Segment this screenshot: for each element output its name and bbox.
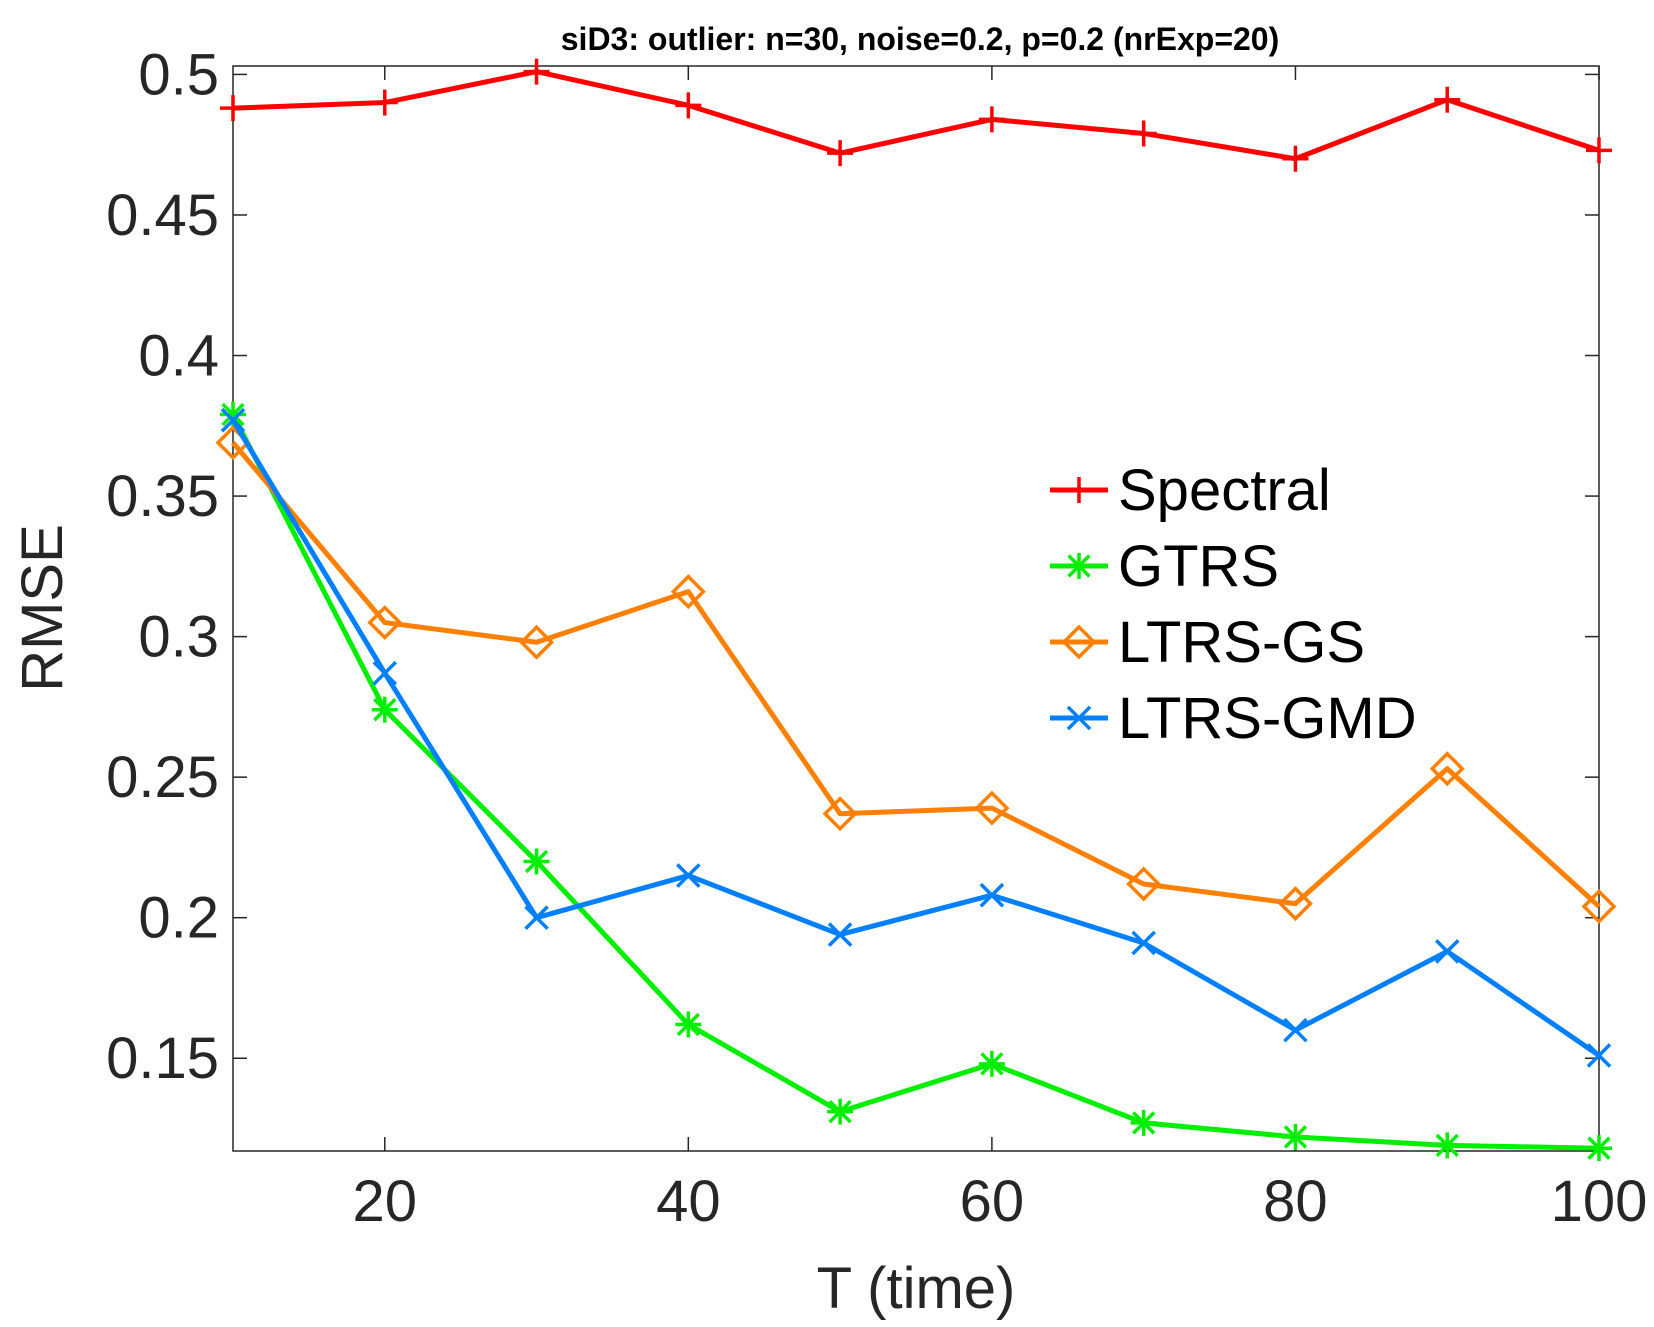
data-point-gtrs xyxy=(1282,1123,1309,1150)
y-tick-label: 0.4 xyxy=(138,324,219,389)
data-point-ltrs-gs xyxy=(519,624,555,660)
legend-label: LTRS-GMD xyxy=(1118,686,1417,751)
data-point-spectral xyxy=(1282,145,1309,172)
data-point-ltrs-gmd xyxy=(1283,1017,1308,1043)
series-line-spectral xyxy=(232,69,1600,162)
y-tick-label: 0.15 xyxy=(106,1026,219,1091)
data-point-gtrs xyxy=(675,1011,702,1038)
data-point-ltrs-gs xyxy=(1429,751,1465,787)
x-tick-label: 80 xyxy=(1263,1169,1328,1234)
series-ltrs-gmd xyxy=(220,407,1612,1068)
legend: Spectral GTRS LTRS-GS LTRS-GMD xyxy=(1050,458,1417,751)
data-point-gtrs xyxy=(978,1050,1005,1077)
data-point-ltrs-gmd xyxy=(1434,939,1460,964)
data-point-spectral xyxy=(1434,86,1461,113)
data-point-ltrs-gs xyxy=(822,796,858,832)
series-line-ltrs-gmd xyxy=(230,418,1601,1058)
y-axis: 0.15 0.2 0.25 0.3 0.35 0.4 0.45 0.5 xyxy=(106,42,1599,1091)
legend-entry-ltrs-gmd: LTRS-GMD xyxy=(1050,686,1417,751)
data-point-spectral xyxy=(827,140,854,167)
y-tick-label: 0.5 xyxy=(138,42,219,107)
data-point-ltrs-gs xyxy=(1277,886,1313,922)
data-point-ltrs-gs xyxy=(974,790,1010,826)
y-tick-label: 0.35 xyxy=(106,464,219,529)
legend-entry-spectral: Spectral xyxy=(1050,458,1331,523)
x-tick-label: 40 xyxy=(656,1169,721,1234)
data-point-ltrs-gmd xyxy=(676,863,701,888)
data-point-ltrs-gs xyxy=(367,605,403,641)
data-point-gtrs xyxy=(827,1098,854,1125)
x-tick-label: 20 xyxy=(353,1169,418,1234)
legend-label: LTRS-GS xyxy=(1118,610,1365,675)
legend-marker xyxy=(1066,477,1092,503)
legend-entry-ltrs-gs: LTRS-GS xyxy=(1050,610,1365,675)
data-point-ltrs-gmd xyxy=(372,660,398,686)
data-point-ltrs-gmd xyxy=(220,407,246,433)
data-point-spectral xyxy=(220,95,246,122)
data-point-ltrs-gs xyxy=(1126,866,1162,902)
plot-frame xyxy=(232,65,1600,1152)
data-point-ltrs-gs xyxy=(670,574,706,610)
y-axis-label: RMSE xyxy=(10,524,75,692)
x-axis-label: T (time) xyxy=(817,1256,1016,1321)
legend-marker xyxy=(1066,553,1092,579)
series-line-ltrs-gs xyxy=(231,441,1601,909)
legend-entry-gtrs: GTRS xyxy=(1050,534,1279,599)
legend-marker xyxy=(1066,705,1092,731)
data-point-gtrs xyxy=(1130,1109,1157,1136)
data-point-ltrs-gmd xyxy=(1586,1043,1612,1068)
x-axis: 20 40 60 80 100 xyxy=(353,66,1648,1234)
data-point-ltrs-gs xyxy=(1581,888,1617,924)
y-tick-label: 0.2 xyxy=(138,886,219,951)
data-point-spectral xyxy=(523,58,550,85)
series-gtrs xyxy=(220,401,1612,1162)
series-layer xyxy=(215,58,1617,1162)
series-line-gtrs xyxy=(230,413,1600,1151)
data-point-ltrs-gmd xyxy=(827,922,853,947)
data-point-spectral xyxy=(371,89,398,116)
x-tick-label: 100 xyxy=(1551,1169,1648,1234)
data-point-ltrs-gmd xyxy=(524,905,549,930)
data-point-spectral xyxy=(978,106,1005,133)
data-point-spectral xyxy=(1586,137,1612,164)
y-tick-label: 0.3 xyxy=(138,605,219,670)
data-point-gtrs xyxy=(1434,1132,1461,1159)
legend-marker xyxy=(1061,624,1097,660)
data-point-spectral xyxy=(1130,120,1157,147)
legend-label: Spectral xyxy=(1118,458,1331,523)
legend-label: GTRS xyxy=(1118,534,1279,599)
x-tick-label: 60 xyxy=(960,1169,1025,1234)
data-point-gtrs xyxy=(371,696,398,723)
y-tick-label: 0.45 xyxy=(106,183,219,248)
data-point-spectral xyxy=(675,92,702,119)
y-tick-label: 0.25 xyxy=(106,745,219,810)
data-point-ltrs-gmd xyxy=(979,882,1005,908)
chart-title: siD3: outlier: n=30, noise=0.2, p=0.2 (n… xyxy=(561,21,1280,57)
data-point-ltrs-gmd xyxy=(1131,930,1156,956)
data-point-gtrs xyxy=(523,848,550,875)
data-point-gtrs xyxy=(1586,1135,1612,1162)
series-spectral xyxy=(220,58,1612,172)
series-ltrs-gs xyxy=(215,425,1617,924)
